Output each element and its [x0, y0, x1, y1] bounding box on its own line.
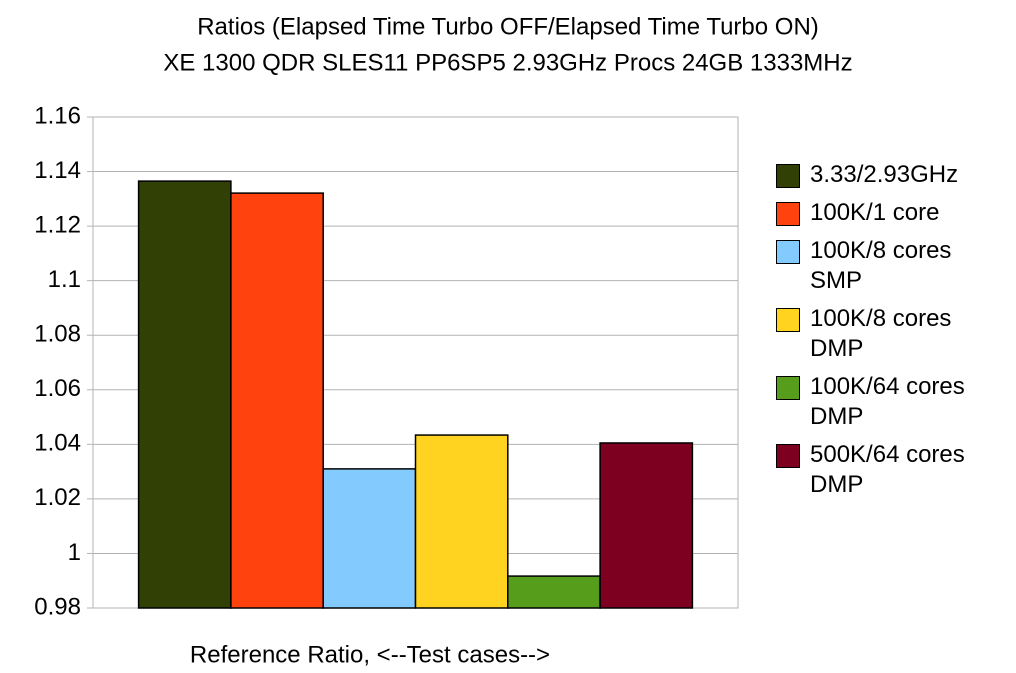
y-tick-label: 1.08 — [34, 321, 81, 348]
legend-label: 100K/8 cores DMP — [810, 305, 952, 362]
y-tick-label: 1 — [68, 539, 81, 566]
legend-label: 500K/64 cores DMP — [810, 441, 965, 498]
x-axis-title: Reference Ratio, <--Test cases--> — [190, 641, 550, 668]
bar — [414, 434, 509, 609]
legend-swatch — [776, 308, 800, 332]
bar — [322, 468, 417, 609]
y-tick-label: 1.02 — [34, 484, 81, 511]
legend-item: 3.33/2.93GHz — [776, 160, 1012, 190]
legend: 3.33/2.93GHz 100K/1 core 100K/8 cores SMP 1… — [776, 160, 1012, 508]
legend-swatch — [776, 444, 800, 468]
bar — [230, 192, 324, 609]
y-tick-label: 1.1 — [48, 266, 81, 293]
legend-item: 500K/64 cores DMP — [776, 440, 1012, 500]
legend-label: 100K/1 core — [810, 199, 940, 226]
legend-swatch — [776, 376, 800, 400]
chart-subtitle: XE 1300 QDR SLES11 PP6SP5 2.93GHz Procs … — [163, 49, 852, 76]
y-tick-label: 1.04 — [34, 430, 81, 457]
chart-title: Ratios (Elapsed Time Turbo OFF/Elapsed T… — [197, 13, 819, 40]
y-tick-label: 1.16 — [34, 102, 81, 129]
legend-item: 100K/8 cores DMP — [776, 304, 1012, 364]
legend-item: 100K/1 core — [776, 198, 1012, 228]
bar — [137, 180, 232, 609]
legend-label: 3.33/2.93GHz — [810, 161, 959, 188]
bar — [507, 575, 601, 609]
y-tick-label: 1.12 — [34, 211, 81, 238]
bar — [599, 442, 694, 609]
legend-label: 100K/64 cores DMP — [810, 373, 965, 430]
y-tick-label: 1.06 — [34, 375, 81, 402]
legend-swatch — [776, 164, 800, 188]
legend-swatch — [776, 240, 800, 264]
legend-item: 100K/64 cores DMP — [776, 372, 1012, 432]
legend-swatch — [776, 202, 800, 226]
legend-label: 100K/8 cores SMP — [810, 237, 952, 294]
y-tick-label: 1.14 — [34, 157, 81, 184]
legend-item: 100K/8 cores SMP — [776, 236, 1012, 296]
y-tick-label: 0.98 — [34, 593, 81, 620]
